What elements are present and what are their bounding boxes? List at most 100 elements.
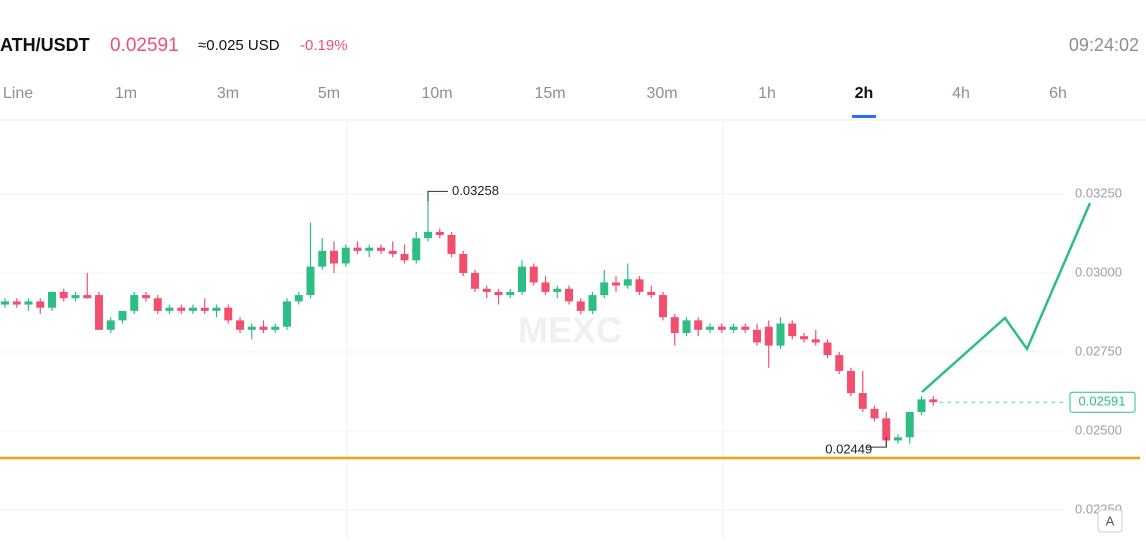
candle-body — [494, 291, 503, 296]
tab[interactable]: 4h — [952, 85, 970, 102]
tab[interactable]: 6h — [1049, 85, 1067, 102]
candle-body — [212, 307, 221, 311]
candle-body — [541, 282, 550, 292]
last-price-box — [1069, 391, 1136, 413]
candle-body — [306, 266, 315, 296]
candle-body — [118, 310, 127, 321]
candle-body — [741, 326, 750, 330]
candle-body — [153, 298, 162, 311]
candle-body — [71, 295, 80, 299]
candle-body — [588, 295, 597, 311]
tab[interactable]: 5m — [318, 85, 340, 102]
candle-body — [811, 339, 820, 343]
candle-body — [177, 307, 186, 311]
candle-body — [236, 320, 244, 330]
candle-body — [623, 279, 632, 286]
candle-body — [753, 329, 761, 343]
tab[interactable]: Line — [3, 85, 33, 102]
candle-body — [353, 247, 362, 251]
auto-button[interactable] — [1097, 509, 1123, 533]
candle-body — [647, 291, 656, 296]
auto-button-label[interactable]: A — [1106, 513, 1115, 528]
tab[interactable]: 30m — [646, 85, 677, 102]
candle-body — [24, 301, 33, 305]
tab[interactable]: 1h — [758, 85, 776, 102]
candle-body — [189, 307, 197, 311]
candle-body — [717, 326, 726, 330]
candle-body — [142, 295, 150, 299]
tab[interactable]: 2h — [855, 85, 874, 102]
candle-body — [858, 393, 867, 409]
projection-drawing — [921, 202, 1092, 393]
last-price-label: 0.02591 — [1079, 394, 1126, 409]
candle-body — [682, 320, 691, 334]
candle-body — [247, 326, 256, 330]
tab[interactable]: 10m — [421, 85, 452, 102]
candle-body — [776, 323, 785, 346]
candle-body — [506, 291, 515, 296]
candle-body — [471, 272, 479, 289]
candle-body — [165, 307, 174, 311]
candle-body — [400, 253, 409, 261]
candle-body — [200, 307, 209, 311]
candle-body — [59, 291, 68, 299]
candle-body — [447, 235, 456, 254]
candle-body — [917, 399, 926, 413]
candle-body — [870, 408, 879, 419]
candle-body — [694, 320, 703, 330]
candle-body — [482, 288, 491, 292]
candle-body — [729, 326, 738, 330]
candle-body — [388, 250, 397, 254]
max-label: 0.03258 — [452, 183, 499, 198]
candle-body — [788, 323, 797, 337]
price: 0.02591 — [110, 35, 179, 56]
min-connector — [866, 437, 887, 448]
candle-body — [83, 295, 92, 299]
candle-body — [435, 231, 444, 236]
candle-body — [553, 288, 562, 292]
candle-body — [529, 266, 538, 283]
candle-body — [635, 279, 644, 292]
candle-body — [294, 295, 303, 302]
candle-body — [929, 399, 938, 403]
candle-body — [659, 295, 667, 318]
candle-body — [224, 307, 233, 321]
max-connector — [427, 190, 448, 202]
y-tick-label: 0.03250 — [1075, 185, 1122, 200]
candle-body — [882, 418, 891, 441]
watermark: MEXC — [518, 310, 622, 351]
candle-body — [341, 247, 350, 264]
candle-body — [894, 437, 902, 441]
candle-body — [424, 231, 432, 239]
candle-body — [612, 282, 620, 286]
candle-body — [706, 326, 714, 330]
candle-body — [377, 247, 385, 251]
candle-body — [330, 250, 338, 264]
candle-body — [823, 342, 832, 356]
tab[interactable]: 1m — [115, 85, 137, 102]
candle-body — [412, 238, 421, 261]
active-tab-indicator — [852, 115, 876, 118]
candle-body — [36, 301, 45, 308]
tab[interactable]: 3m — [217, 85, 239, 102]
candle-body — [318, 250, 327, 267]
candle-body — [48, 291, 56, 308]
candle-body — [459, 253, 468, 273]
candle-body — [576, 301, 585, 311]
candle-body — [1, 301, 9, 305]
candle-body — [283, 301, 291, 327]
candle-body — [764, 326, 773, 346]
candle-body — [600, 282, 609, 296]
change: -0.19% — [300, 37, 348, 54]
clock: 09:24:02 — [1069, 35, 1139, 55]
y-tick-label: 0.03000 — [1075, 264, 1122, 279]
candle-body — [518, 266, 526, 292]
timeframe-tabs: Line 1m 3m 5m 10m 15m 30m 1h 2h 4h 6h — [3, 85, 1067, 118]
candle-body — [835, 355, 844, 371]
candle-body — [12, 301, 21, 305]
candle-body — [271, 326, 280, 330]
tab[interactable]: 15m — [534, 85, 565, 102]
candle-body — [565, 288, 573, 302]
candle-body — [800, 336, 808, 340]
y-tick-label: 0.02500 — [1075, 422, 1122, 437]
